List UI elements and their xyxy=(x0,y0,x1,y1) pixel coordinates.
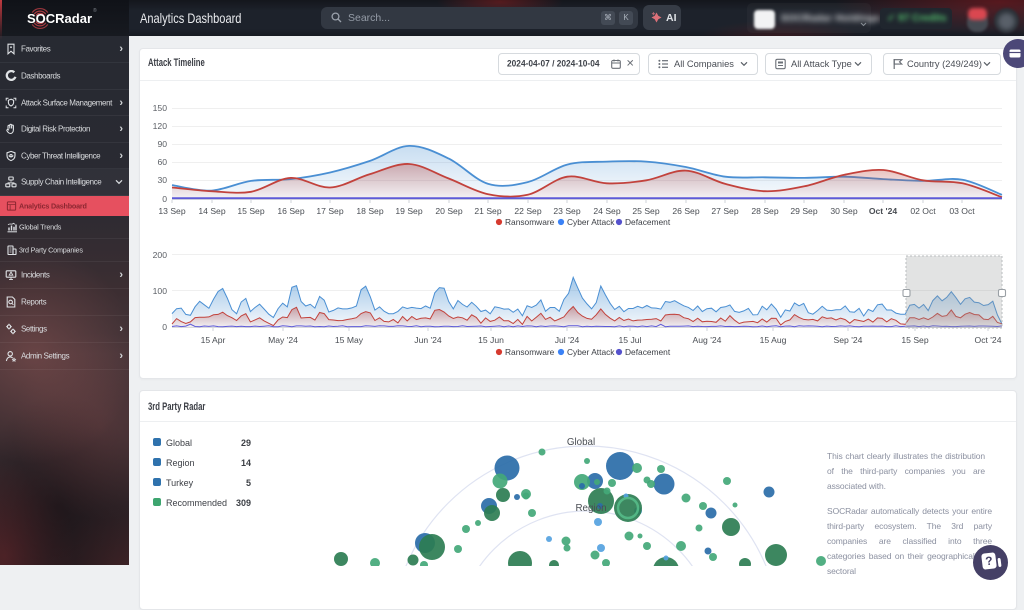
svg-text:15 Jul: 15 Jul xyxy=(619,335,642,345)
svg-text:Global: Global xyxy=(567,437,595,448)
svg-text:Region: Region xyxy=(166,458,195,468)
svg-text:26 Sep: 26 Sep xyxy=(672,206,699,216)
svg-text:Defacement: Defacement xyxy=(625,347,671,357)
svg-text:19 Sep: 19 Sep xyxy=(395,206,422,216)
svg-text:23 Sep: 23 Sep xyxy=(553,206,580,216)
svg-text:03 Oct: 03 Oct xyxy=(949,206,975,216)
svg-text:60: 60 xyxy=(157,157,167,167)
svg-text:14 Sep: 14 Sep xyxy=(198,206,225,216)
svg-text:309: 309 xyxy=(236,498,251,508)
svg-text:Global: Global xyxy=(166,438,192,448)
svg-text:28 Sep: 28 Sep xyxy=(751,206,778,216)
svg-text:Cyber Attack: Cyber Attack xyxy=(567,217,615,227)
svg-text:16 Sep: 16 Sep xyxy=(277,206,304,216)
svg-text:120: 120 xyxy=(153,121,168,131)
svg-text:25 Sep: 25 Sep xyxy=(632,206,659,216)
svg-text:15 Sep: 15 Sep xyxy=(237,206,264,216)
svg-text:15 Aug: 15 Aug xyxy=(760,335,787,345)
svg-text:15 Apr: 15 Apr xyxy=(201,335,226,345)
svg-text:Turkey: Turkey xyxy=(166,478,194,488)
svg-text:200: 200 xyxy=(153,250,168,260)
svg-text:13 Sep: 13 Sep xyxy=(158,206,185,216)
svg-text:SOCRadar: SOCRadar xyxy=(27,11,92,26)
svg-text:Aug '24: Aug '24 xyxy=(693,335,722,345)
svg-text:May '24: May '24 xyxy=(268,335,298,345)
svg-text:29: 29 xyxy=(241,438,251,448)
svg-text:Ransomware: Ransomware xyxy=(505,347,555,357)
svg-text:15 Sep: 15 Sep xyxy=(901,335,928,345)
svg-text:24 Sep: 24 Sep xyxy=(593,206,620,216)
svg-text:22 Sep: 22 Sep xyxy=(514,206,541,216)
svg-text:14: 14 xyxy=(241,458,251,468)
svg-text:Sep '24: Sep '24 xyxy=(834,335,863,345)
svg-text:18 Sep: 18 Sep xyxy=(356,206,383,216)
svg-text:21 Sep: 21 Sep xyxy=(474,206,501,216)
svg-text:Ransomware: Ransomware xyxy=(505,217,555,227)
svg-text:Defacement: Defacement xyxy=(625,217,671,227)
svg-text:15 Jun: 15 Jun xyxy=(478,335,504,345)
svg-text:0: 0 xyxy=(162,322,167,332)
svg-text:29 Sep: 29 Sep xyxy=(790,206,817,216)
svg-text:90: 90 xyxy=(157,139,167,149)
svg-text:Cyber Attack: Cyber Attack xyxy=(567,347,615,357)
svg-text:Jun '24: Jun '24 xyxy=(414,335,442,345)
svg-text:Region: Region xyxy=(575,503,606,514)
svg-text:150: 150 xyxy=(153,103,168,113)
svg-text:Oct '24: Oct '24 xyxy=(869,206,898,216)
svg-text:Oct '24: Oct '24 xyxy=(975,335,1002,345)
svg-text:Jul '24: Jul '24 xyxy=(555,335,580,345)
svg-text:02 Oct: 02 Oct xyxy=(910,206,936,216)
svg-text:5: 5 xyxy=(246,478,251,488)
svg-text:15 May: 15 May xyxy=(335,335,364,345)
svg-text:100: 100 xyxy=(153,286,168,296)
svg-text:®: ® xyxy=(93,7,97,14)
svg-text:27 Sep: 27 Sep xyxy=(711,206,738,216)
svg-text:30 Sep: 30 Sep xyxy=(830,206,857,216)
svg-text:17 Sep: 17 Sep xyxy=(316,206,343,216)
svg-text:0: 0 xyxy=(162,194,167,204)
svg-text:20 Sep: 20 Sep xyxy=(435,206,462,216)
svg-text:30: 30 xyxy=(157,175,167,185)
svg-text:Recommended: Recommended xyxy=(166,498,227,508)
